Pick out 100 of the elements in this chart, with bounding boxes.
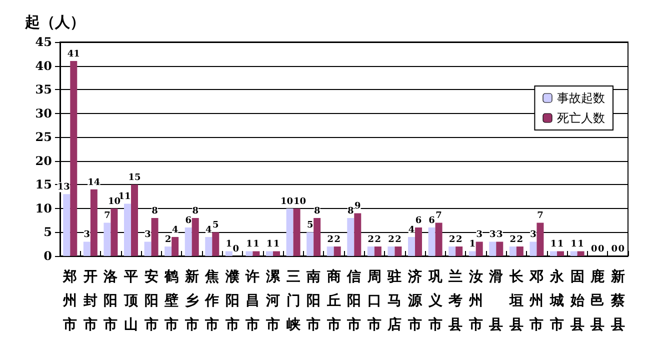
data-label: 5 (212, 220, 219, 231)
x-tick-label: 汝州市 (468, 268, 483, 332)
bar (306, 232, 314, 256)
legend-label: 死亡人数 (557, 111, 605, 125)
bar (408, 236, 415, 256)
data-label: 4 (172, 225, 178, 236)
data-label: 0 (598, 244, 604, 254)
data-label: 1 (570, 240, 577, 250)
bar (489, 242, 496, 256)
data-label: 0 (590, 244, 598, 254)
data-label: 6 (185, 216, 192, 226)
data-label: 1 (246, 240, 252, 250)
bar (557, 251, 564, 256)
data-label: 2 (374, 234, 382, 245)
x-tick-label: 郑州市 (62, 268, 78, 332)
data-label: 1 (469, 240, 476, 250)
bar (415, 227, 422, 256)
data-label: 2 (516, 234, 524, 245)
y-tick-label: 25 (35, 130, 52, 144)
bar (110, 208, 118, 256)
bar (536, 222, 544, 256)
data-label: 7 (537, 211, 544, 222)
bar (252, 251, 260, 256)
data-label: 8 (348, 206, 354, 216)
data-label: 8 (152, 206, 158, 216)
x-tick-label: 新蔡县 (610, 268, 625, 332)
bar (456, 246, 463, 256)
data-label: 0 (618, 244, 624, 254)
bar (326, 246, 334, 256)
bar (151, 218, 158, 256)
bar (63, 194, 70, 256)
bar (131, 184, 138, 256)
data-label: 8 (192, 206, 198, 216)
data-label: 3 (490, 230, 496, 240)
x-tick-label: 鹤壁市 (164, 268, 179, 332)
bar (496, 242, 504, 256)
data-label: 1 (253, 240, 260, 250)
x-tick-label: 兰考县 (448, 268, 463, 332)
bar (184, 227, 192, 256)
x-tick-label: 漯河市 (265, 268, 281, 332)
x-tick-label: 平顶山 (123, 268, 139, 332)
data-label: 3 (84, 230, 90, 240)
data-label: 0 (611, 244, 618, 254)
data-label: 1 (578, 240, 584, 250)
data-label: 14 (88, 178, 100, 188)
data-label: 2 (388, 234, 394, 245)
bar (192, 218, 199, 256)
y-tick-label: 45 (35, 35, 52, 49)
bar (367, 246, 374, 256)
bar (334, 246, 341, 256)
data-label: 6 (428, 216, 435, 226)
x-tick-label: 济源市 (407, 268, 423, 332)
data-label: 1 (557, 240, 564, 250)
bar (577, 251, 584, 256)
x-tick-label: 长垣县 (508, 268, 524, 332)
bar (246, 251, 253, 256)
bar (212, 232, 220, 256)
bar (144, 242, 152, 256)
bar (388, 246, 395, 256)
data-label: 15 (128, 173, 141, 184)
bar (124, 204, 131, 256)
data-label: 8 (314, 206, 320, 216)
x-tick-label: 许昌市 (244, 268, 260, 332)
legend-label: 事故起数 (557, 91, 605, 105)
data-label: 3 (476, 230, 482, 240)
data-label: 10 (294, 196, 306, 207)
x-tick-label: 洛阳市 (102, 268, 119, 332)
data-label: 1 (266, 240, 273, 250)
bar (516, 246, 524, 256)
bar (293, 208, 300, 256)
y-tick-label: 10 (35, 201, 52, 216)
bar (172, 236, 179, 256)
x-tick-label: 三门峡 (286, 268, 302, 332)
x-tick-label: 新乡市 (184, 268, 199, 332)
data-label: 1 (550, 240, 557, 250)
data-label: 10 (280, 196, 294, 207)
bar (205, 236, 212, 256)
y-tick-label: 40 (35, 58, 52, 73)
data-label: 3 (496, 230, 503, 240)
bar (273, 251, 280, 256)
y-tick-label: 15 (35, 178, 52, 192)
x-tick-label: 邓州市 (528, 268, 544, 332)
bar (347, 218, 354, 256)
data-label: 13 (57, 182, 70, 193)
x-tick-label: 信阳市 (346, 268, 362, 332)
data-label: 2 (456, 234, 462, 245)
bar (374, 246, 382, 256)
y-axis-title: 起（人） (24, 14, 85, 31)
x-tick-label: 鹿邑县 (590, 268, 605, 332)
data-label: 2 (164, 234, 172, 245)
bar (70, 61, 78, 256)
x-tick-label: 南阳市 (306, 268, 321, 332)
data-label: 2 (368, 234, 374, 245)
bar (570, 251, 578, 256)
data-label: 7 (436, 211, 442, 222)
y-tick-label: 20 (35, 154, 52, 168)
data-label: 3 (530, 230, 536, 240)
x-tick-label: 巩义市 (427, 268, 444, 332)
bar (394, 246, 402, 256)
data-label: 1 (273, 240, 280, 250)
